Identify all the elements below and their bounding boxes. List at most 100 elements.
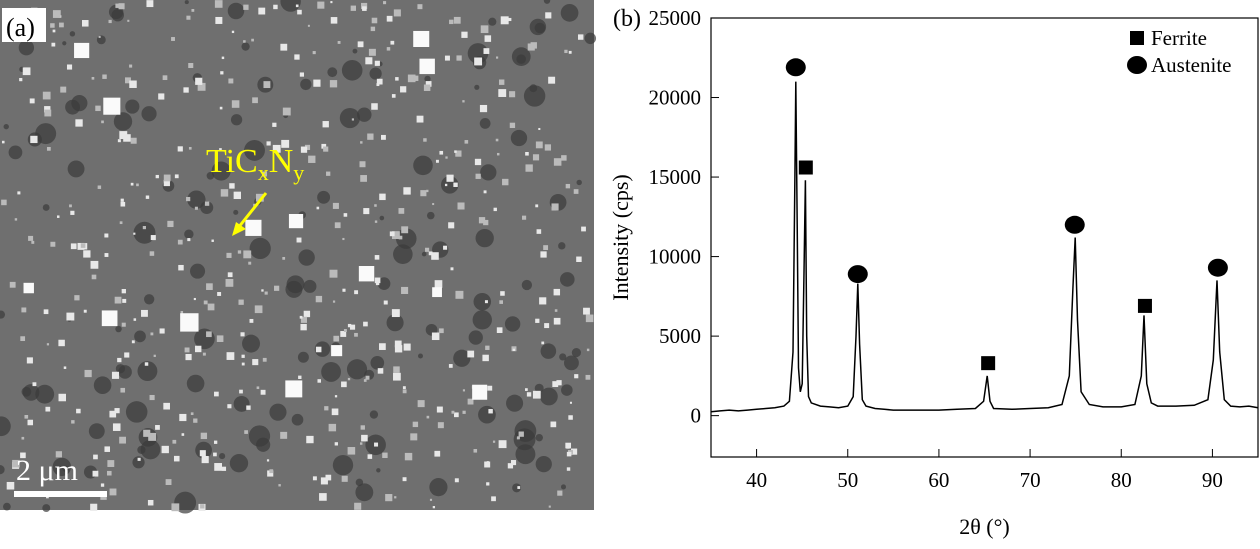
- particle: [272, 144, 281, 153]
- pit: [560, 4, 579, 22]
- particle: [525, 164, 533, 172]
- particle: [362, 6, 367, 11]
- particle: [434, 450, 441, 457]
- particle: [51, 42, 56, 47]
- particle: [29, 98, 35, 104]
- particle: [282, 256, 286, 260]
- particle: [124, 352, 130, 358]
- annotation-arrow: [236, 192, 268, 229]
- particle: [398, 208, 405, 214]
- particle: [423, 138, 427, 142]
- pit: [418, 353, 423, 359]
- pit: [144, 294, 155, 305]
- particle: [177, 239, 183, 245]
- pit: [115, 325, 122, 333]
- particle: [296, 237, 302, 243]
- particle: [144, 362, 149, 366]
- pit: [321, 362, 341, 382]
- particle: [410, 433, 418, 441]
- particle: [273, 4, 278, 10]
- particle: [317, 379, 321, 383]
- pit: [386, 314, 404, 332]
- particle: [510, 460, 517, 466]
- pit: [233, 209, 239, 215]
- particle: [252, 97, 258, 104]
- particle: [446, 174, 454, 182]
- particle: [266, 459, 270, 462]
- particle: [379, 193, 386, 201]
- pit: [534, 383, 544, 393]
- particle: [112, 423, 121, 431]
- particle: [444, 55, 450, 61]
- particle: [407, 74, 416, 83]
- particle: [467, 398, 474, 405]
- particle: [120, 387, 126, 393]
- particle: [226, 252, 232, 258]
- annotation-part: y: [293, 160, 304, 185]
- pit: [186, 374, 205, 393]
- pit: [0, 310, 6, 319]
- pit: [244, 139, 265, 161]
- particle: [342, 288, 346, 292]
- pit: [132, 456, 145, 469]
- particle: [375, 281, 380, 286]
- particle: [439, 328, 444, 334]
- particle: [522, 215, 527, 220]
- particle: [541, 341, 545, 345]
- pit: [314, 341, 331, 357]
- particle: [240, 332, 245, 337]
- particle: [1, 199, 7, 206]
- particle: [74, 42, 90, 59]
- particle: [258, 7, 266, 15]
- particle: [226, 352, 235, 360]
- pit: [300, 78, 312, 91]
- particle: [233, 191, 241, 200]
- pit: [475, 228, 494, 248]
- particle: [213, 440, 218, 444]
- particle: [21, 307, 27, 313]
- particle: [394, 340, 402, 348]
- pit: [467, 43, 489, 64]
- particle: [150, 235, 156, 241]
- particle: [312, 476, 317, 481]
- particle: [564, 49, 568, 54]
- particle: [365, 57, 373, 65]
- particle: [9, 281, 16, 288]
- particle: [426, 415, 430, 419]
- particle: [55, 451, 62, 458]
- pit: [256, 437, 271, 452]
- particle: [354, 332, 358, 337]
- particle: [484, 300, 488, 304]
- particle: [416, 115, 424, 123]
- peak-marker: [785, 58, 806, 77]
- particle: [518, 431, 524, 437]
- pit: [473, 292, 492, 311]
- pit: [440, 176, 459, 194]
- particle: [374, 60, 380, 66]
- particle: [186, 196, 191, 202]
- annotation-part: N: [269, 143, 294, 180]
- particle: [317, 1, 325, 9]
- legend-label: Austenite: [1151, 53, 1231, 77]
- particle: [111, 371, 120, 379]
- pit: [113, 112, 133, 131]
- particle: [432, 203, 435, 206]
- particle: [83, 309, 87, 313]
- pit: [571, 348, 581, 358]
- particle: [462, 389, 466, 392]
- particle: [445, 156, 448, 159]
- annotation-part: TiC: [206, 143, 258, 180]
- particle: [76, 408, 81, 414]
- particle: [121, 322, 126, 327]
- particle: [229, 183, 235, 189]
- pit: [291, 413, 304, 426]
- particle: [326, 171, 331, 176]
- particle: [200, 504, 205, 509]
- particle: [306, 435, 314, 444]
- pit: [370, 356, 385, 370]
- pit: [478, 405, 496, 424]
- particle: [435, 159, 439, 163]
- particle: [492, 440, 496, 443]
- pit: [535, 433, 543, 442]
- particle: [121, 289, 126, 294]
